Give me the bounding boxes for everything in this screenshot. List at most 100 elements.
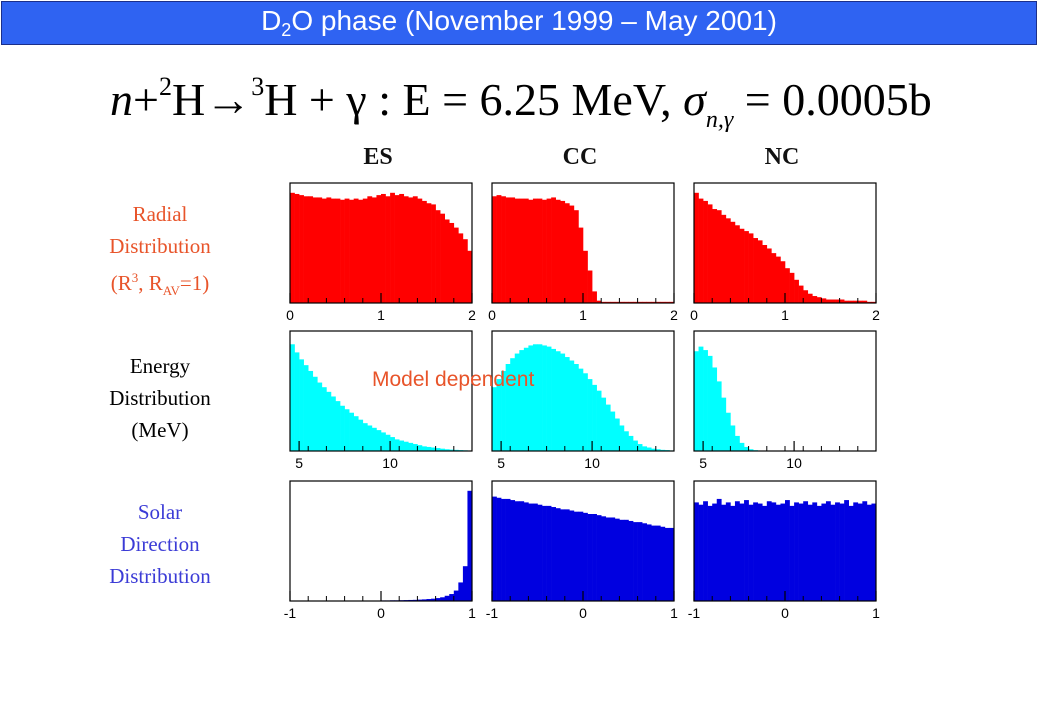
row-label-energy: Energy Distribution (MeV): [109, 354, 211, 442]
tick-label: 2: [670, 307, 678, 323]
histogram-bar: [844, 500, 849, 601]
histogram-bar: [703, 200, 708, 303]
histogram-bar: [762, 505, 768, 601]
tick-label: 1: [579, 307, 587, 323]
histogram-energy-distribution-cc: 5 10: [491, 330, 675, 471]
histogram-radial-distribution-nc: 0 1 2: [690, 182, 880, 323]
histogram-bar: [637, 522, 643, 601]
histogram-bar: [848, 505, 854, 601]
histogram-bar: [798, 285, 804, 303]
histogram-bar: [532, 503, 538, 601]
histogram-bar: [633, 522, 638, 601]
histogram-bar: [426, 203, 432, 303]
histogram-bar: [835, 299, 840, 303]
tick-label: 0: [579, 605, 587, 621]
histogram-bar: [321, 198, 327, 303]
histogram-bar: [399, 193, 405, 303]
tick-label: 0: [690, 307, 698, 323]
histogram-bar: [376, 430, 382, 451]
histogram-bar: [564, 203, 570, 303]
histogram-bar: [403, 441, 409, 451]
histogram-bar: [501, 498, 506, 601]
histogram-bar: [564, 357, 570, 451]
histogram-bar: [605, 517, 611, 601]
histogram-bar: [462, 566, 468, 601]
histogram-bar: [633, 440, 638, 451]
histogram-bar: [528, 199, 534, 303]
histogram-bar: [312, 376, 318, 451]
tick-label: 1: [377, 307, 385, 323]
histogram-bar: [555, 199, 561, 303]
histogram-bar: [308, 370, 314, 451]
histogram-bar: [592, 384, 597, 451]
row-label-radial: Radial Distribution (R3, RAV=1): [109, 202, 211, 299]
histogram-bar: [408, 442, 414, 451]
histogram-bar: [601, 516, 607, 601]
histogram-bar: [669, 527, 675, 601]
histogram-bar: [866, 504, 872, 601]
histogram-bar: [376, 195, 382, 303]
histogram-bar: [825, 501, 831, 601]
histogram-bar: [739, 503, 745, 601]
histogram-bar: [371, 427, 377, 451]
tick-label: 1: [781, 307, 789, 323]
tick-label: 0: [781, 605, 789, 621]
histogram-bar: [716, 381, 722, 451]
histogram-bar: [853, 300, 859, 303]
histogram-bar: [390, 192, 395, 303]
histogram-bar: [803, 290, 809, 303]
histogram-bar: [816, 505, 822, 601]
histogram-bar: [381, 193, 386, 303]
histogram-bar: [560, 200, 566, 303]
histogram-bar: [578, 511, 584, 601]
histogram-bar: [816, 297, 822, 303]
histogram-bar: [421, 599, 427, 601]
tick-label: -1: [688, 605, 701, 621]
histogram-solar-direction-distribution-nc: -1 0 1: [688, 480, 880, 621]
histogram-bar: [449, 594, 455, 601]
histogram-bar: [848, 300, 854, 303]
histogram-bar: [551, 197, 556, 303]
histogram-bar: [592, 514, 597, 601]
histogram-bar: [578, 227, 584, 303]
histogram-bar: [694, 502, 699, 601]
histogram-bar: [739, 442, 745, 451]
histogram-bar: [555, 351, 561, 451]
histogram-bar: [757, 503, 763, 601]
histogram-bar: [294, 352, 300, 451]
title-text: D2O phase (November 1999 – May 2001): [261, 5, 777, 40]
histogram-bar: [642, 446, 647, 451]
histogram-bar: [587, 514, 593, 601]
histogram-bar: [542, 345, 547, 451]
histogram-bar: [857, 503, 863, 601]
histogram-bar: [596, 390, 602, 451]
histogram-bar: [546, 346, 552, 451]
histogram-bar: [551, 348, 556, 451]
histogram-bar: [844, 300, 849, 303]
tick-label: 0: [286, 307, 294, 323]
histogram-bar: [721, 504, 727, 601]
histogram-bar: [492, 387, 497, 451]
histogram-bar: [775, 504, 781, 601]
histogram-bar: [335, 198, 341, 303]
histogram-bar: [753, 238, 758, 303]
histogram-bar: [514, 501, 520, 601]
histogram-bar: [771, 253, 777, 303]
histogram-bar: [748, 449, 754, 451]
histogram-bar: [317, 197, 323, 303]
histogram-energy-distribution-es: 5 10: [289, 330, 473, 471]
histogram-bar: [417, 445, 423, 451]
histogram-bar: [523, 502, 529, 601]
histogram-bar: [619, 519, 625, 601]
histogram-bar: [303, 196, 309, 303]
histogram-bar: [744, 231, 749, 303]
histogram-bar: [444, 219, 450, 303]
histogram-bar: [435, 210, 441, 303]
tick-label: 1: [670, 605, 678, 621]
histogram-bar: [528, 345, 534, 451]
histogram-bar: [385, 434, 391, 451]
histogram-bar: [862, 501, 868, 601]
histogram-bar: [707, 204, 713, 303]
histogram-bar: [734, 501, 740, 601]
histogram-bar: [862, 300, 868, 303]
